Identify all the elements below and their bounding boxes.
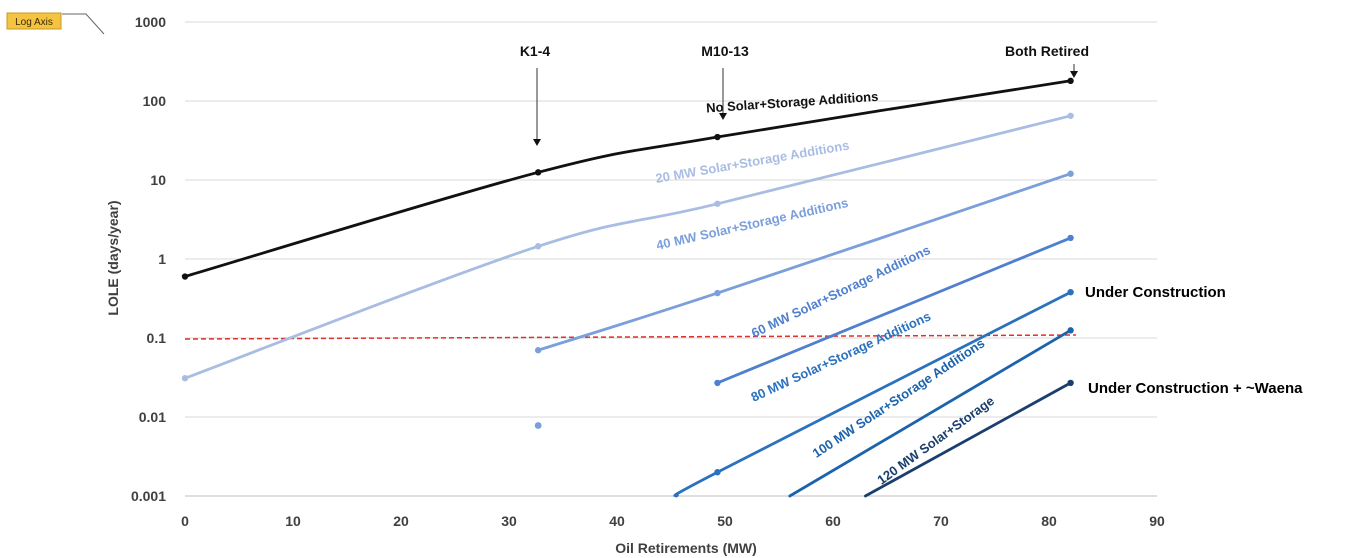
data-point <box>534 347 542 354</box>
series-label: 40 MW Solar+Storage Additions <box>655 195 850 253</box>
x-tick-label: 80 <box>1041 513 1057 529</box>
data-point <box>1067 234 1074 242</box>
annotation-label: M10-13 <box>701 43 749 59</box>
y-tick-label: 1 <box>158 251 166 267</box>
annotation-arrow-head <box>719 113 727 120</box>
x-axis-title: Oil Retirements (MW) <box>615 540 757 556</box>
data-point <box>1067 77 1074 85</box>
data-point <box>534 243 542 250</box>
y-tick-label: 0.001 <box>131 488 166 504</box>
threshold-dashed-line <box>184 334 1077 340</box>
data-point <box>714 469 721 476</box>
x-tick-label: 30 <box>501 513 517 529</box>
annotation: K1-4 <box>520 43 551 146</box>
x-tick-label: 40 <box>609 513 625 529</box>
data-point <box>1067 288 1074 296</box>
data-point <box>1067 112 1074 119</box>
series-line <box>864 381 1072 498</box>
y-tick-label: 0.1 <box>147 330 167 346</box>
annotation-label: K1-4 <box>520 43 551 59</box>
y-axis-title: LOLE (days/year) <box>105 200 121 315</box>
data-point <box>181 273 189 280</box>
axis-ticks: 0.001 0.01 0.1 1 10 100 1000 0 10 20 30 40 50 60 70 80 9… <box>131 14 1165 529</box>
data-point <box>534 422 542 429</box>
under-construction-waena-label: Under Construction + ~Waena <box>1088 380 1303 397</box>
data-point <box>714 133 721 141</box>
series-line <box>716 236 1072 385</box>
series-group: No Solar+Storage Additions <box>181 77 1074 280</box>
data-point <box>1067 170 1074 177</box>
x-tick-label: 20 <box>393 513 409 529</box>
data-point <box>714 289 721 297</box>
y-tick-label: 1000 <box>135 14 166 30</box>
series-label: No Solar+Storage Additions <box>706 89 879 116</box>
data-point <box>1067 327 1074 334</box>
x-tick-label: 70 <box>933 513 949 529</box>
log-axis-badge-pointer <box>62 13 105 35</box>
y-tick-label: 100 <box>143 93 167 109</box>
data-point <box>534 169 542 176</box>
annotation-arrow-head <box>533 139 541 146</box>
data-point <box>1067 379 1074 387</box>
data-point <box>714 379 721 387</box>
series-line <box>673 290 1072 498</box>
threshold-line <box>184 334 1077 340</box>
x-tick-label: 10 <box>285 513 301 529</box>
annotations: K1-4 M10-13 Both Retired <box>520 43 1089 146</box>
log-axis-badge: Log Axis <box>6 12 105 35</box>
log-axis-badge-text: Log Axis <box>15 17 53 28</box>
x-tick-label: 60 <box>825 513 841 529</box>
data-point <box>714 200 721 207</box>
log-axis-badge-box <box>6 12 62 30</box>
under-construction-label: Under Construction <box>1085 284 1226 301</box>
series-line <box>183 79 1072 278</box>
series-line <box>183 114 1072 380</box>
gridlines <box>185 21 1157 497</box>
series-line <box>536 172 1072 352</box>
x-tick-label: 0 <box>181 513 189 529</box>
annotation: Both Retired <box>1005 43 1089 78</box>
y-tick-label: 0.01 <box>139 409 166 425</box>
series-group: 80 MW Solar+Storage Additions <box>673 288 1074 498</box>
x-tick-label: 90 <box>1149 513 1165 529</box>
annotation-label: Both Retired <box>1005 43 1089 59</box>
series-group: 60 MW Solar+Storage Additions <box>714 234 1074 387</box>
annotation-arrow-head <box>1070 71 1078 78</box>
annotation: M10-13 <box>701 43 749 120</box>
data-point <box>181 374 189 382</box>
series-line <box>788 328 1072 498</box>
x-tick-label: 50 <box>717 513 733 529</box>
y-tick-label: 10 <box>150 172 166 188</box>
